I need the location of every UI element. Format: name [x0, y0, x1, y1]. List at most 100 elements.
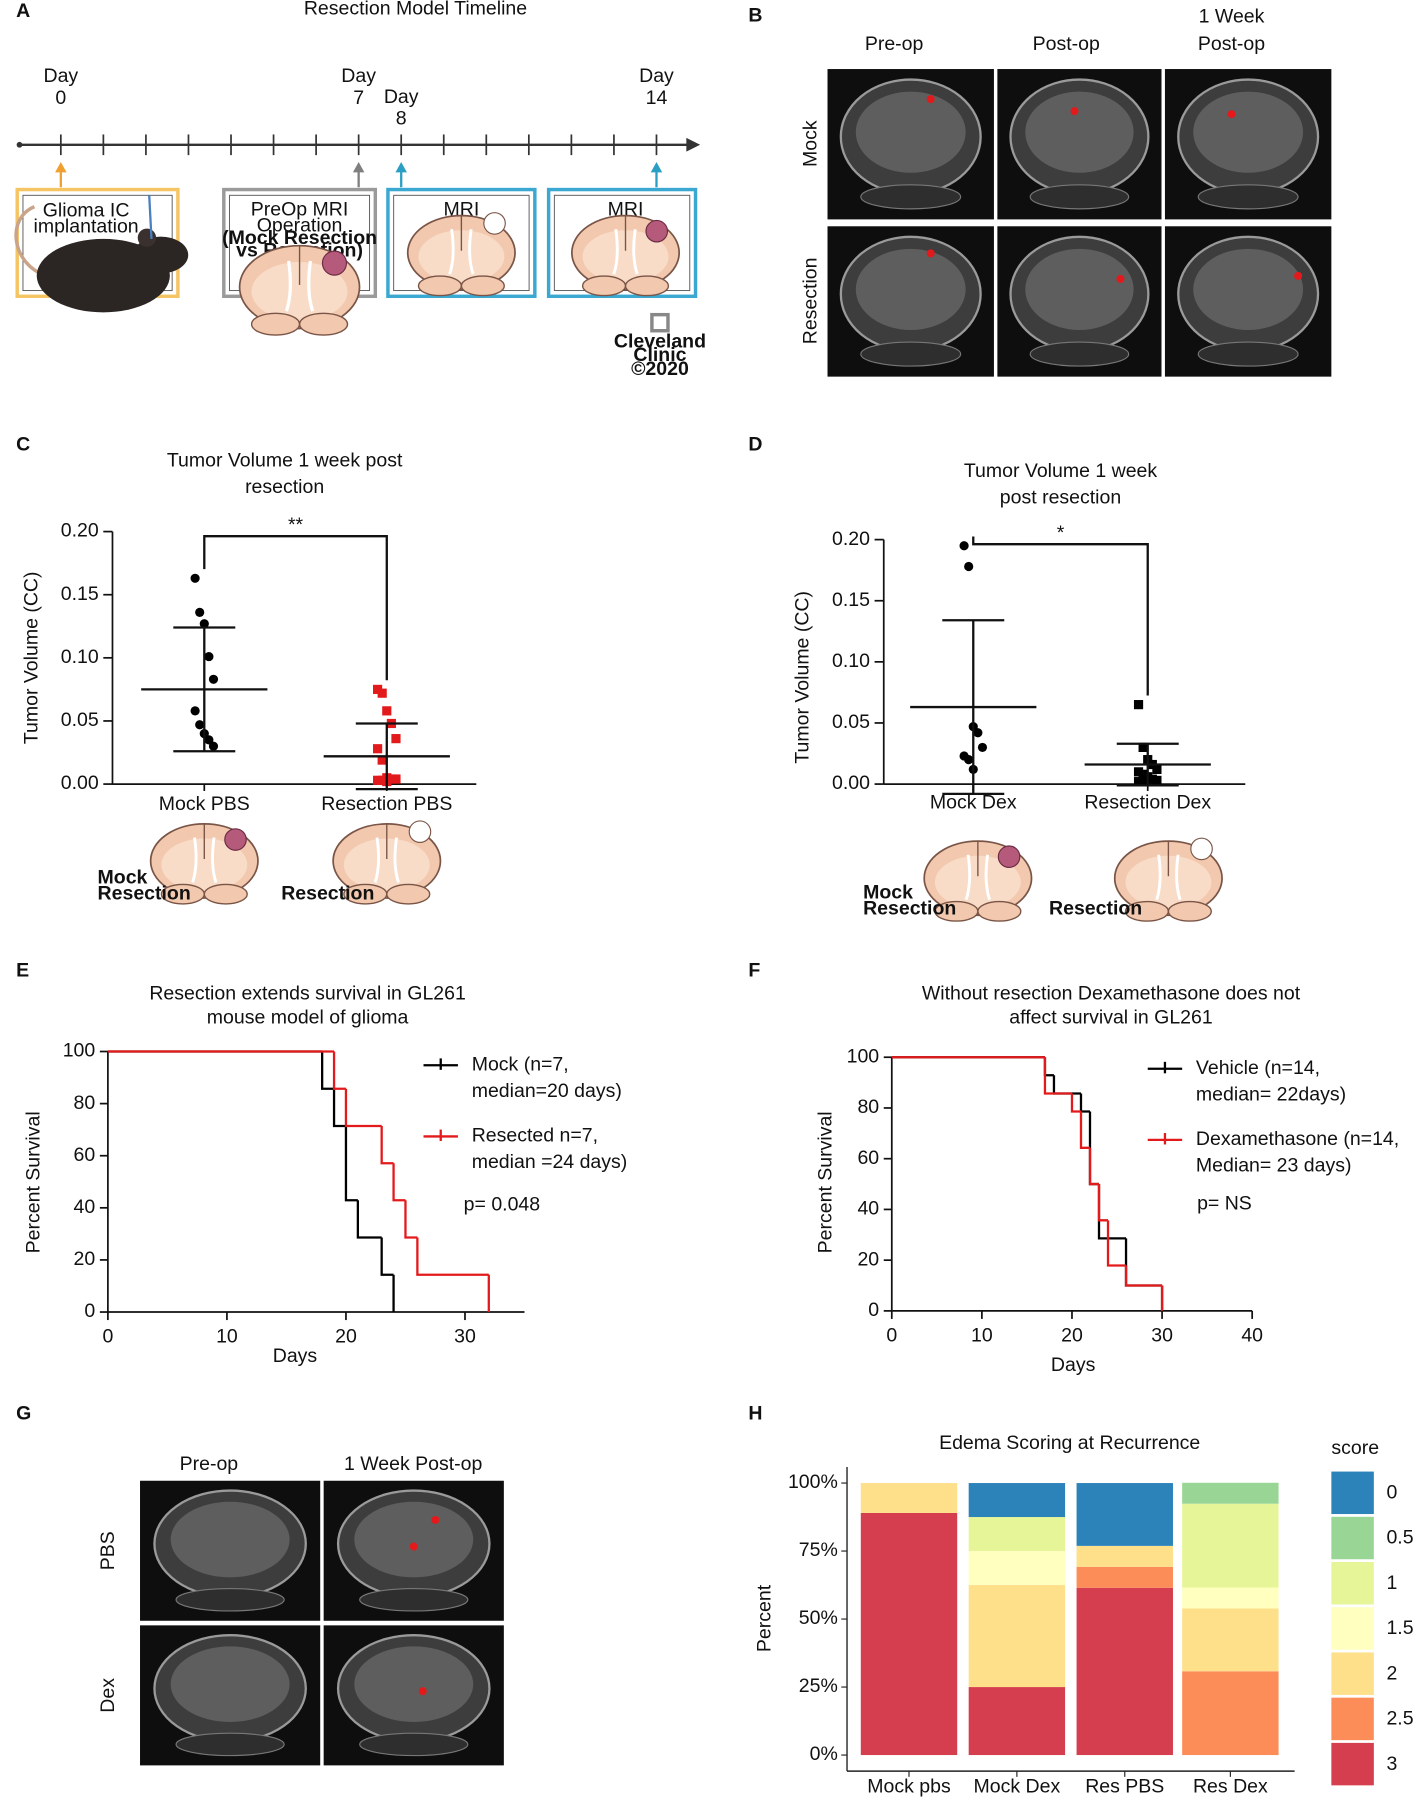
y-tick-label: 0.20: [61, 520, 99, 542]
mri-marker: [926, 95, 935, 104]
survival-step: [332, 1088, 346, 1128]
mouse-tail: [14, 205, 47, 278]
bar-segment: [968, 1517, 1066, 1552]
column-label: Pre-op: [180, 1453, 239, 1475]
mri-brain: [1193, 91, 1304, 173]
x-tick-label: Mock PBS: [159, 793, 250, 815]
x-tick-label: Mock pbs: [867, 1775, 951, 1797]
day-number: 0: [55, 87, 66, 109]
illustration-label: Resection: [98, 882, 191, 904]
x-tick-label: 20: [335, 1325, 357, 1347]
y-tick-label: 75%: [799, 1539, 838, 1561]
day-label: Day: [341, 65, 376, 87]
significance: **: [288, 514, 304, 536]
significance-bracket: [203, 535, 388, 681]
illustration-label: Resection: [1049, 897, 1142, 919]
x-axis-label: Days: [273, 1345, 318, 1367]
tumor: [997, 845, 1021, 869]
mri-base: [1029, 184, 1130, 210]
box-text: Operation: [257, 214, 343, 236]
brain-inner: [582, 230, 669, 283]
column-label: 1 Week: [1199, 6, 1265, 28]
legend-label: Dexamethasone (n=14,: [1196, 1128, 1399, 1150]
mri-base: [175, 1732, 285, 1757]
mri-marker: [1227, 110, 1236, 119]
data-point: [204, 735, 214, 745]
survival-step: [380, 1126, 394, 1165]
day-number: 8: [396, 108, 407, 130]
day-label: Day: [43, 65, 78, 87]
brain-inner: [161, 838, 248, 892]
legend-label: 2: [1386, 1662, 1397, 1684]
mri-brain: [1025, 91, 1134, 173]
y-tick-label: 0.15: [61, 583, 99, 605]
survival-step: [332, 1051, 346, 1090]
x-tick-label: 10: [971, 1324, 993, 1346]
bar-segment: [968, 1551, 1066, 1586]
mri-marker: [1070, 107, 1079, 116]
column-label: Post-op: [1198, 33, 1265, 55]
bar-segment: [1182, 1608, 1279, 1672]
y-tick-label: 100%: [788, 1471, 838, 1493]
significance-bracket: [972, 536, 1149, 696]
bar-segment: [968, 1585, 1066, 1688]
data-point: [373, 744, 383, 754]
survival-step: [1106, 1220, 1127, 1267]
day-arrow-head: [650, 162, 663, 173]
x-axis-label: Days: [1051, 1354, 1096, 1376]
chart-title: Resection extends survival in GL261: [149, 982, 466, 1004]
y-tick-label: 20: [74, 1248, 96, 1270]
y-tick-label: 80: [74, 1092, 96, 1114]
illustration-label: Mock: [98, 866, 148, 888]
y-axis-label: Percent Survival: [815, 1111, 837, 1253]
y-tick-label: 80: [857, 1096, 879, 1118]
data-point: [377, 755, 387, 765]
chart-title: post resection: [1000, 486, 1121, 508]
brain-lobe: [203, 883, 248, 905]
ventricle: [612, 229, 619, 275]
survival-step: [1079, 1093, 1090, 1113]
credit: Clinic: [633, 344, 686, 366]
brain-lobe: [298, 312, 349, 336]
y-tick-label: 0.05: [832, 711, 870, 733]
x-tick-label: Mock Dex: [974, 1775, 1061, 1797]
panel-label: E: [16, 959, 29, 981]
day-label: Day: [384, 86, 419, 108]
data-point: [204, 651, 214, 662]
survival-step: [1097, 1184, 1127, 1240]
mri-base: [359, 1587, 469, 1612]
data-point: [391, 734, 401, 744]
x-tick-label: Resection PBS: [321, 793, 452, 815]
y-tick-label: 100: [63, 1040, 96, 1062]
data-point: [1152, 775, 1162, 786]
box-text: implantation: [34, 216, 139, 238]
ventricle: [1155, 854, 1162, 901]
mri-brain: [855, 248, 966, 331]
mri-marker: [409, 1542, 418, 1551]
legend-key: [1331, 1471, 1374, 1515]
ventricle: [191, 837, 198, 883]
y-tick-label: 60: [74, 1144, 96, 1166]
bar-segment: [860, 1512, 958, 1756]
brain-inner: [418, 230, 505, 283]
day-arrow-head: [395, 162, 407, 173]
ventricle: [448, 229, 455, 275]
illustration-label: Resection: [281, 882, 374, 904]
mri-marker: [431, 1515, 440, 1524]
legend-label: Vehicle (n=14,: [1196, 1057, 1320, 1079]
survival-step: [416, 1237, 489, 1276]
brain-lobe: [977, 900, 1022, 922]
x-tick-label: Resection Dex: [1084, 792, 1211, 814]
legend-label: median= 22days): [1196, 1083, 1346, 1105]
survival-step: [380, 1237, 394, 1276]
day-arrow-head: [55, 162, 67, 173]
mri-brain: [170, 1501, 290, 1578]
survival-step: [1043, 1057, 1072, 1095]
column-label: Post-op: [1033, 33, 1100, 55]
ventricle: [307, 260, 315, 312]
needle: [148, 195, 153, 239]
bar-segment: [1182, 1482, 1279, 1504]
survival-step: [1043, 1057, 1054, 1077]
chart-title: Tumor Volume 1 week: [964, 460, 1158, 482]
y-axis-label: Tumor Volume (CC): [20, 572, 42, 745]
